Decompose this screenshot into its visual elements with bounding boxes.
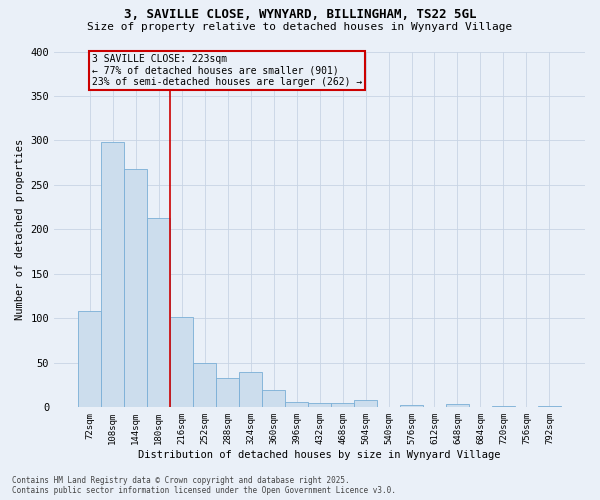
Bar xyxy=(308,403,331,407)
Bar xyxy=(170,316,193,408)
Text: Size of property relative to detached houses in Wynyard Village: Size of property relative to detached ho… xyxy=(88,22,512,32)
Bar xyxy=(101,142,124,407)
X-axis label: Distribution of detached houses by size in Wynyard Village: Distribution of detached houses by size … xyxy=(139,450,501,460)
Bar xyxy=(285,402,308,407)
Bar xyxy=(147,218,170,408)
Bar xyxy=(216,378,239,408)
Bar xyxy=(446,404,469,407)
Bar xyxy=(492,406,515,407)
Bar xyxy=(354,400,377,407)
Bar xyxy=(239,372,262,408)
Text: 3 SAVILLE CLOSE: 223sqm
← 77% of detached houses are smaller (901)
23% of semi-d: 3 SAVILLE CLOSE: 223sqm ← 77% of detache… xyxy=(92,54,362,88)
Bar xyxy=(124,169,147,408)
Bar xyxy=(400,404,423,407)
Text: 3, SAVILLE CLOSE, WYNYARD, BILLINGHAM, TS22 5GL: 3, SAVILLE CLOSE, WYNYARD, BILLINGHAM, T… xyxy=(124,8,476,20)
Text: Contains HM Land Registry data © Crown copyright and database right 2025.
Contai: Contains HM Land Registry data © Crown c… xyxy=(12,476,396,495)
Bar xyxy=(331,403,354,407)
Bar xyxy=(193,363,216,408)
Bar xyxy=(78,312,101,408)
Bar xyxy=(538,406,561,407)
Bar xyxy=(262,390,285,407)
Y-axis label: Number of detached properties: Number of detached properties xyxy=(15,139,25,320)
